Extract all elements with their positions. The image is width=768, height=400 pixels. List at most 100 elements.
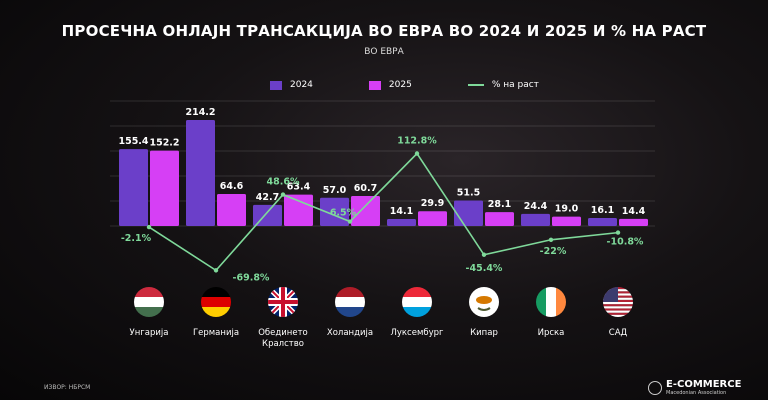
- growth-label: 48.6%: [267, 177, 300, 188]
- flag-part: [603, 308, 633, 311]
- bar-2024: [387, 219, 416, 226]
- country-label: Холандија: [327, 328, 373, 338]
- country-label: Обединето: [258, 328, 308, 338]
- source: ИЗВОР: НБРСМ: [44, 384, 91, 391]
- flag-ireland: [536, 287, 566, 317]
- flag-part: [402, 287, 432, 297]
- flag-germany: [201, 287, 231, 317]
- bar-label: 57.0: [323, 185, 347, 196]
- logo: E-COMMERCE Macedonian Association: [648, 380, 741, 396]
- growth-point: [213, 268, 219, 273]
- bar-2025: [150, 150, 179, 226]
- growth-point: [548, 237, 554, 242]
- country-label: Германија: [193, 328, 239, 338]
- legend-growth: % на раст: [491, 80, 539, 90]
- flag-part: [546, 287, 556, 317]
- bar-2024: [454, 200, 483, 226]
- flag-part: [603, 287, 618, 302]
- bar-2024: [588, 218, 617, 226]
- legend-line-growth: [467, 84, 484, 86]
- chart-title: ПРОСЕЧНА ОНЛАЈН ТРАНСАКЦИЈА ВО ЕВРА ВО 2…: [61, 22, 707, 40]
- bar-label: 42.7: [256, 192, 279, 203]
- bar-label: 63.4: [287, 182, 311, 193]
- bar-2024: [186, 119, 215, 226]
- flag-part: [402, 297, 432, 307]
- bar-2025: [284, 194, 313, 226]
- flag-united-kingdom: [268, 287, 298, 317]
- legend-swatch-2024: [270, 80, 282, 90]
- logo-name: E-COMMERCE: [666, 379, 742, 390]
- growth-point: [615, 230, 621, 235]
- legend-swatch-2025: [368, 80, 381, 90]
- flag-part: [603, 302, 633, 305]
- growth-label: -45.4%: [466, 263, 503, 274]
- legend-2024: 2024: [290, 80, 313, 90]
- country-label: Луксембург: [390, 328, 444, 338]
- logo-icon: [648, 381, 662, 395]
- growth-label: 6.5%: [330, 208, 357, 219]
- flag-part: [268, 287, 298, 317]
- growth-label: -10.8%: [607, 237, 644, 248]
- growth-label: -22%: [540, 246, 567, 257]
- flag-cyprus: [469, 287, 499, 317]
- bar-label: 29.9: [421, 198, 444, 209]
- country-label: Кралство: [262, 339, 304, 349]
- bar-label: 51.5: [457, 188, 480, 199]
- bar-2025: [418, 211, 447, 226]
- flag-part: [201, 297, 231, 307]
- bar-2025: [485, 212, 514, 226]
- growth-line: [148, 152, 619, 272]
- legend: 2024 2025 % на раст: [270, 80, 539, 90]
- growth-label: -2.1%: [121, 233, 152, 244]
- flag-part: [603, 306, 633, 309]
- legend-2025: 2025: [388, 80, 412, 90]
- flag-part: [603, 304, 633, 307]
- flag-luxembourg: [402, 287, 432, 317]
- flag-part: [603, 314, 633, 317]
- logo-sub: Macedonian Association: [666, 390, 727, 396]
- flag-part: [556, 287, 566, 317]
- flag-hungary: [134, 287, 164, 317]
- bar-label: 14.1: [390, 206, 413, 217]
- flag-part: [201, 287, 231, 297]
- flag-part: [603, 310, 633, 313]
- chart-subtitle: ВО ЕВРА: [364, 47, 404, 57]
- growth-point: [146, 224, 152, 230]
- growth-point: [481, 252, 487, 257]
- flag-part: [201, 307, 231, 317]
- bar-2024: [521, 213, 550, 226]
- country-label: Ирска: [538, 328, 565, 338]
- growth-point: [414, 151, 420, 156]
- growth-point: [280, 192, 286, 197]
- flag-part: [402, 307, 432, 317]
- country-label: САД: [609, 328, 628, 338]
- flag-part: [476, 296, 492, 304]
- bar-label: 14.4: [622, 206, 646, 217]
- bar-2025: [552, 216, 581, 226]
- bar-label: 28.1: [488, 199, 511, 210]
- bar-label: 24.4: [524, 201, 548, 212]
- bar-2025: [351, 195, 380, 226]
- bar-label: 60.7: [354, 183, 377, 194]
- flag-part: [134, 307, 164, 317]
- flag-netherlands: [335, 287, 365, 317]
- bar-2025: [217, 194, 246, 226]
- bar-label: 16.1: [591, 205, 614, 216]
- flag-part: [335, 287, 365, 297]
- flag-part: [134, 287, 164, 297]
- growth-point: [347, 219, 353, 224]
- flag-part: [134, 297, 164, 307]
- bar-2025: [619, 218, 648, 226]
- bar-label: 152.2: [149, 138, 179, 149]
- bar-label: 64.6: [220, 181, 244, 192]
- country-label: Унгарија: [130, 328, 169, 338]
- growth-label: 112.8%: [397, 136, 437, 147]
- flag-part: [477, 307, 491, 311]
- bar-label: 214.2: [185, 107, 215, 118]
- growth-label: -69.8%: [233, 272, 270, 283]
- country-label: Кипар: [470, 328, 498, 338]
- flag-part: [536, 287, 546, 317]
- bar-label: 19.0: [555, 204, 579, 215]
- bar-2024: [119, 149, 148, 226]
